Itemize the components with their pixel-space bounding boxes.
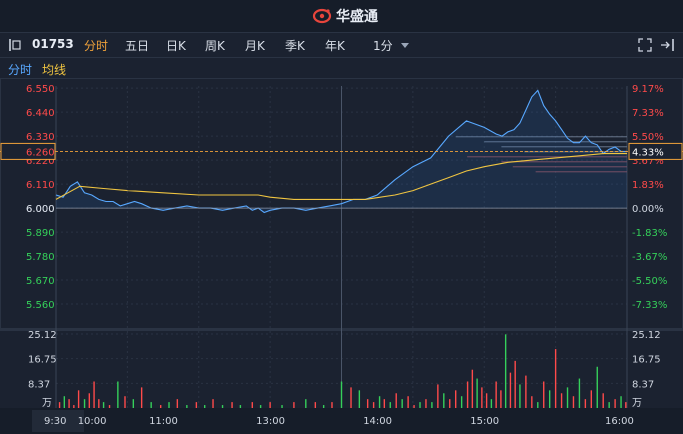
- collapse-left-icon[interactable]: [8, 38, 22, 52]
- right-axis-label: 7.33%: [632, 108, 664, 119]
- tab-intraday[interactable]: 分时: [84, 39, 109, 53]
- depth-bar: [501, 146, 627, 148]
- x-axis-label: 16:00: [605, 416, 634, 427]
- left-axis-label: 6.330: [26, 132, 55, 143]
- tab-weekly-k[interactable]: 周K: [205, 39, 225, 53]
- tab-yearly-k[interactable]: 年K: [325, 39, 345, 53]
- depth-bar: [501, 161, 627, 163]
- average-line: [55, 153, 627, 200]
- x-axis-label: 9:30: [44, 416, 66, 427]
- brand: 华盛通: [312, 6, 378, 26]
- depth-bar: [455, 136, 627, 138]
- tab-five-day[interactable]: 五日: [125, 39, 150, 53]
- volume-axis-label-right: 25.12: [632, 330, 661, 341]
- volume-unit-label: 万: [42, 398, 52, 409]
- left-axis-label: 5.670: [26, 276, 55, 287]
- x-axis-label: 11:00: [149, 416, 178, 427]
- volume-axis-label-right: 8.37: [632, 379, 654, 390]
- collapse-right-icon[interactable]: [660, 38, 676, 52]
- current-price-box: [0, 142, 56, 160]
- toolbar: 01753 分时 五日 日K 周K 月K 季K 年K 1分: [0, 33, 683, 58]
- brand-name: 华盛通: [336, 9, 378, 25]
- price-area: [56, 90, 627, 213]
- x-axis-label: 10:00: [78, 416, 107, 427]
- right-axis-label: 1.83%: [632, 180, 664, 191]
- left-axis-label: 6.000: [26, 204, 55, 215]
- depth-bar: [512, 166, 627, 168]
- right-axis-label: -5.50%: [632, 276, 667, 287]
- current-change-box: [628, 142, 683, 160]
- tab-quarterly-k[interactable]: 季K: [285, 39, 305, 53]
- depth-bar: [484, 141, 627, 143]
- right-axis-label: 0.00%: [632, 204, 664, 215]
- interval-value: 1分: [373, 39, 393, 53]
- left-axis-label: 6.440: [26, 108, 55, 119]
- x-axis-bar: [0, 408, 683, 434]
- right-axis-label: -7.33%: [632, 300, 667, 311]
- left-axis-label: 5.890: [26, 228, 55, 239]
- x-axis-label: 15:00: [470, 416, 499, 427]
- right-axis-label: -1.83%: [632, 228, 667, 239]
- brand-logo-icon: [312, 8, 332, 24]
- tab-monthly-k[interactable]: 月K: [245, 39, 265, 53]
- fullscreen-icon[interactable]: [638, 38, 652, 52]
- depth-bar: [467, 156, 627, 158]
- right-axis-label: 3.67%: [632, 156, 664, 167]
- tab-daily-k[interactable]: 日K: [166, 39, 186, 53]
- interval-select[interactable]: 1分: [373, 37, 410, 54]
- left-axis-label: 6.220: [26, 156, 55, 167]
- left-axis-label-zero: 6.000: [26, 204, 55, 215]
- indicator-legend: 分时 均线: [0, 58, 683, 79]
- legend-average: 均线: [42, 63, 67, 77]
- left-axis-label: 6.110: [26, 180, 55, 191]
- right-axis-label: -3.67%: [632, 252, 667, 263]
- current-price-label: 6.260: [26, 147, 55, 158]
- volume-axis-label-right: 16.75: [632, 355, 661, 366]
- chevron-down-icon: [401, 43, 410, 48]
- x-axis-label: 14:00: [363, 416, 392, 427]
- current-change-label: 4.33%: [632, 147, 664, 158]
- left-axis-label: 5.780: [26, 252, 55, 263]
- title-bar: 华盛通: [0, 0, 683, 33]
- right-axis-label: 9.17%: [632, 84, 664, 95]
- volume-unit-label-right: 万: [632, 398, 642, 409]
- intraday-chart[interactable]: 6.550 9.17% 6.440 7.33% 6.330 5.50% 6.220 3.67%…: [0, 78, 683, 434]
- legend-price: 分时: [8, 63, 33, 77]
- depth-bar: [535, 171, 627, 173]
- x-axis-open-marker: [32, 410, 84, 432]
- price-line: [55, 89, 627, 214]
- right-axis-label: 5.50%: [632, 132, 664, 143]
- x-axis-label: 13:00: [256, 416, 285, 427]
- left-axis-label: 5.560: [26, 300, 55, 311]
- volume-bars: [58, 334, 627, 408]
- left-axis-label: 6.550: [26, 84, 55, 95]
- volume-axis-label: 16.75: [28, 355, 57, 366]
- volume-axis-label: 25.12: [28, 330, 57, 341]
- volume-axis-label: 8.37: [28, 379, 50, 390]
- stock-code: 01753: [32, 37, 74, 51]
